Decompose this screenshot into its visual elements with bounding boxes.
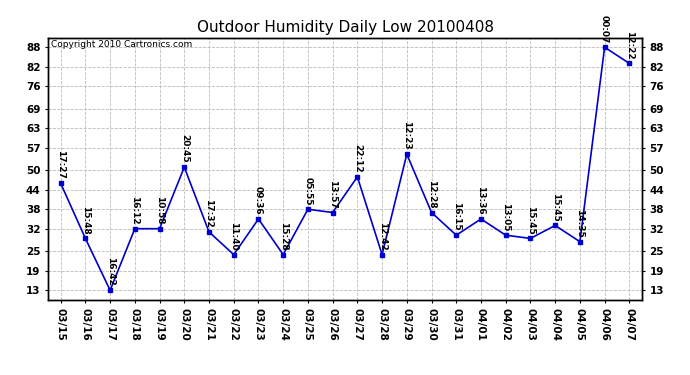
Text: 11:40: 11:40 — [229, 222, 238, 251]
Text: 12:28: 12:28 — [427, 180, 436, 209]
Text: 15:48: 15:48 — [81, 206, 90, 234]
Title: Outdoor Humidity Daily Low 20100408: Outdoor Humidity Daily Low 20100408 — [197, 20, 493, 35]
Text: 15:28: 15:28 — [279, 222, 288, 251]
Text: 20:45: 20:45 — [180, 134, 189, 163]
Text: 10:58: 10:58 — [155, 196, 164, 225]
Text: 13:36: 13:36 — [477, 186, 486, 215]
Text: 22:12: 22:12 — [353, 144, 362, 172]
Text: 17:32: 17:32 — [204, 199, 213, 228]
Text: 12:22: 12:22 — [625, 31, 634, 59]
Text: 16:12: 16:12 — [130, 196, 139, 225]
Text: 15:45: 15:45 — [551, 192, 560, 221]
Text: 12:42: 12:42 — [377, 222, 386, 251]
Text: Copyright 2010 Cartronics.com: Copyright 2010 Cartronics.com — [51, 40, 193, 49]
Text: 16:42: 16:42 — [106, 257, 115, 286]
Text: 14:35: 14:35 — [575, 209, 584, 237]
Text: 13:05: 13:05 — [501, 202, 510, 231]
Text: 15:45: 15:45 — [526, 206, 535, 234]
Text: 00:07: 00:07 — [600, 15, 609, 43]
Text: 09:36: 09:36 — [254, 186, 263, 215]
Text: 17:27: 17:27 — [56, 150, 65, 179]
Text: 16:15: 16:15 — [452, 202, 461, 231]
Text: 12:23: 12:23 — [402, 122, 411, 150]
Text: 05:55: 05:55 — [304, 177, 313, 205]
Text: 13:57: 13:57 — [328, 180, 337, 209]
